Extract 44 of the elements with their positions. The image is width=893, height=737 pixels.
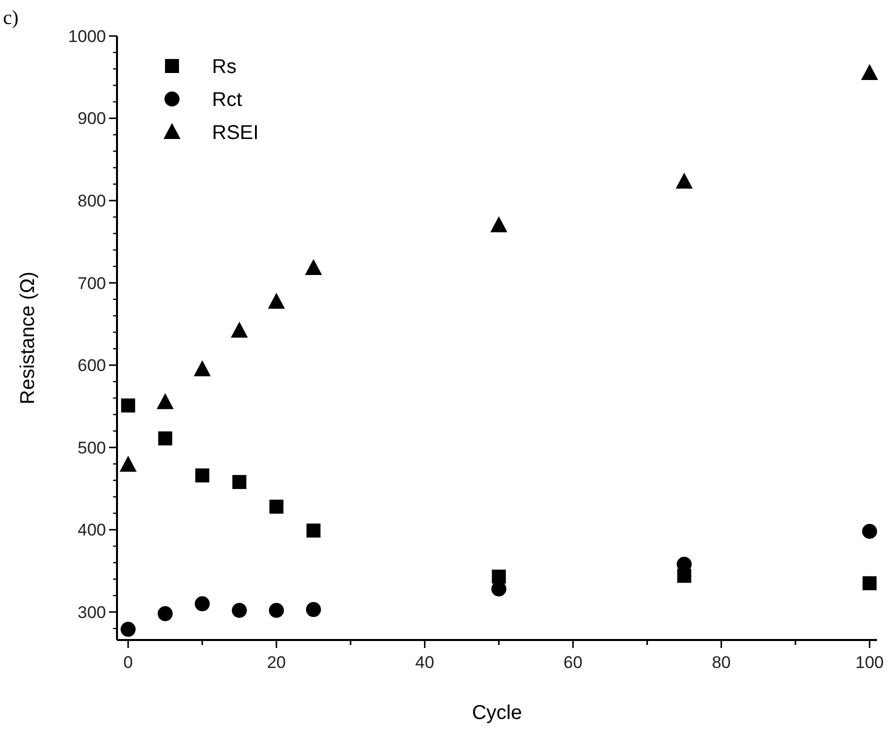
point	[304, 259, 322, 276]
point	[306, 524, 320, 538]
point	[268, 292, 285, 309]
point	[194, 360, 211, 376]
y-tick-label: 600	[78, 356, 106, 376]
point	[195, 468, 210, 482]
chart-title: c)	[3, 7, 19, 29]
y-tick-label: 900	[78, 109, 106, 128]
point	[230, 322, 248, 338]
point	[490, 216, 508, 232]
point	[158, 431, 172, 446]
y-tick-label: 500	[78, 438, 106, 458]
x-tick-label: 80	[712, 653, 731, 672]
legend-label: Rct	[212, 89, 242, 111]
point	[156, 393, 174, 410]
point	[158, 606, 173, 622]
y-tick-label: 800	[78, 192, 106, 211]
point	[268, 602, 284, 618]
point	[269, 500, 284, 514]
x-tick-label: 40	[415, 653, 434, 672]
y-axis-title: Resistance (Ω)	[17, 272, 39, 404]
point	[120, 456, 137, 472]
point	[194, 596, 210, 612]
legend-label: RSEI	[212, 122, 259, 144]
point	[232, 475, 246, 490]
x-tick-label: 100	[855, 653, 884, 672]
x-tick-label: 0	[123, 653, 133, 672]
x-axis-title: Cycle	[472, 702, 522, 724]
point	[862, 524, 878, 539]
y-tick-label: 300	[78, 602, 106, 622]
point	[861, 64, 878, 80]
point	[121, 398, 136, 412]
x-tick-label: 60	[564, 653, 582, 672]
point	[492, 570, 506, 584]
point	[306, 602, 321, 618]
point	[120, 622, 136, 637]
y-tick-label: 1000	[68, 26, 106, 46]
point	[232, 602, 247, 618]
point	[862, 576, 877, 590]
legend-label: Rs	[212, 56, 236, 78]
x-tick-label: 20	[266, 653, 286, 672]
point	[676, 172, 693, 189]
y-tick-label: 400	[78, 520, 106, 540]
y-tick-label: 700	[78, 274, 106, 293]
